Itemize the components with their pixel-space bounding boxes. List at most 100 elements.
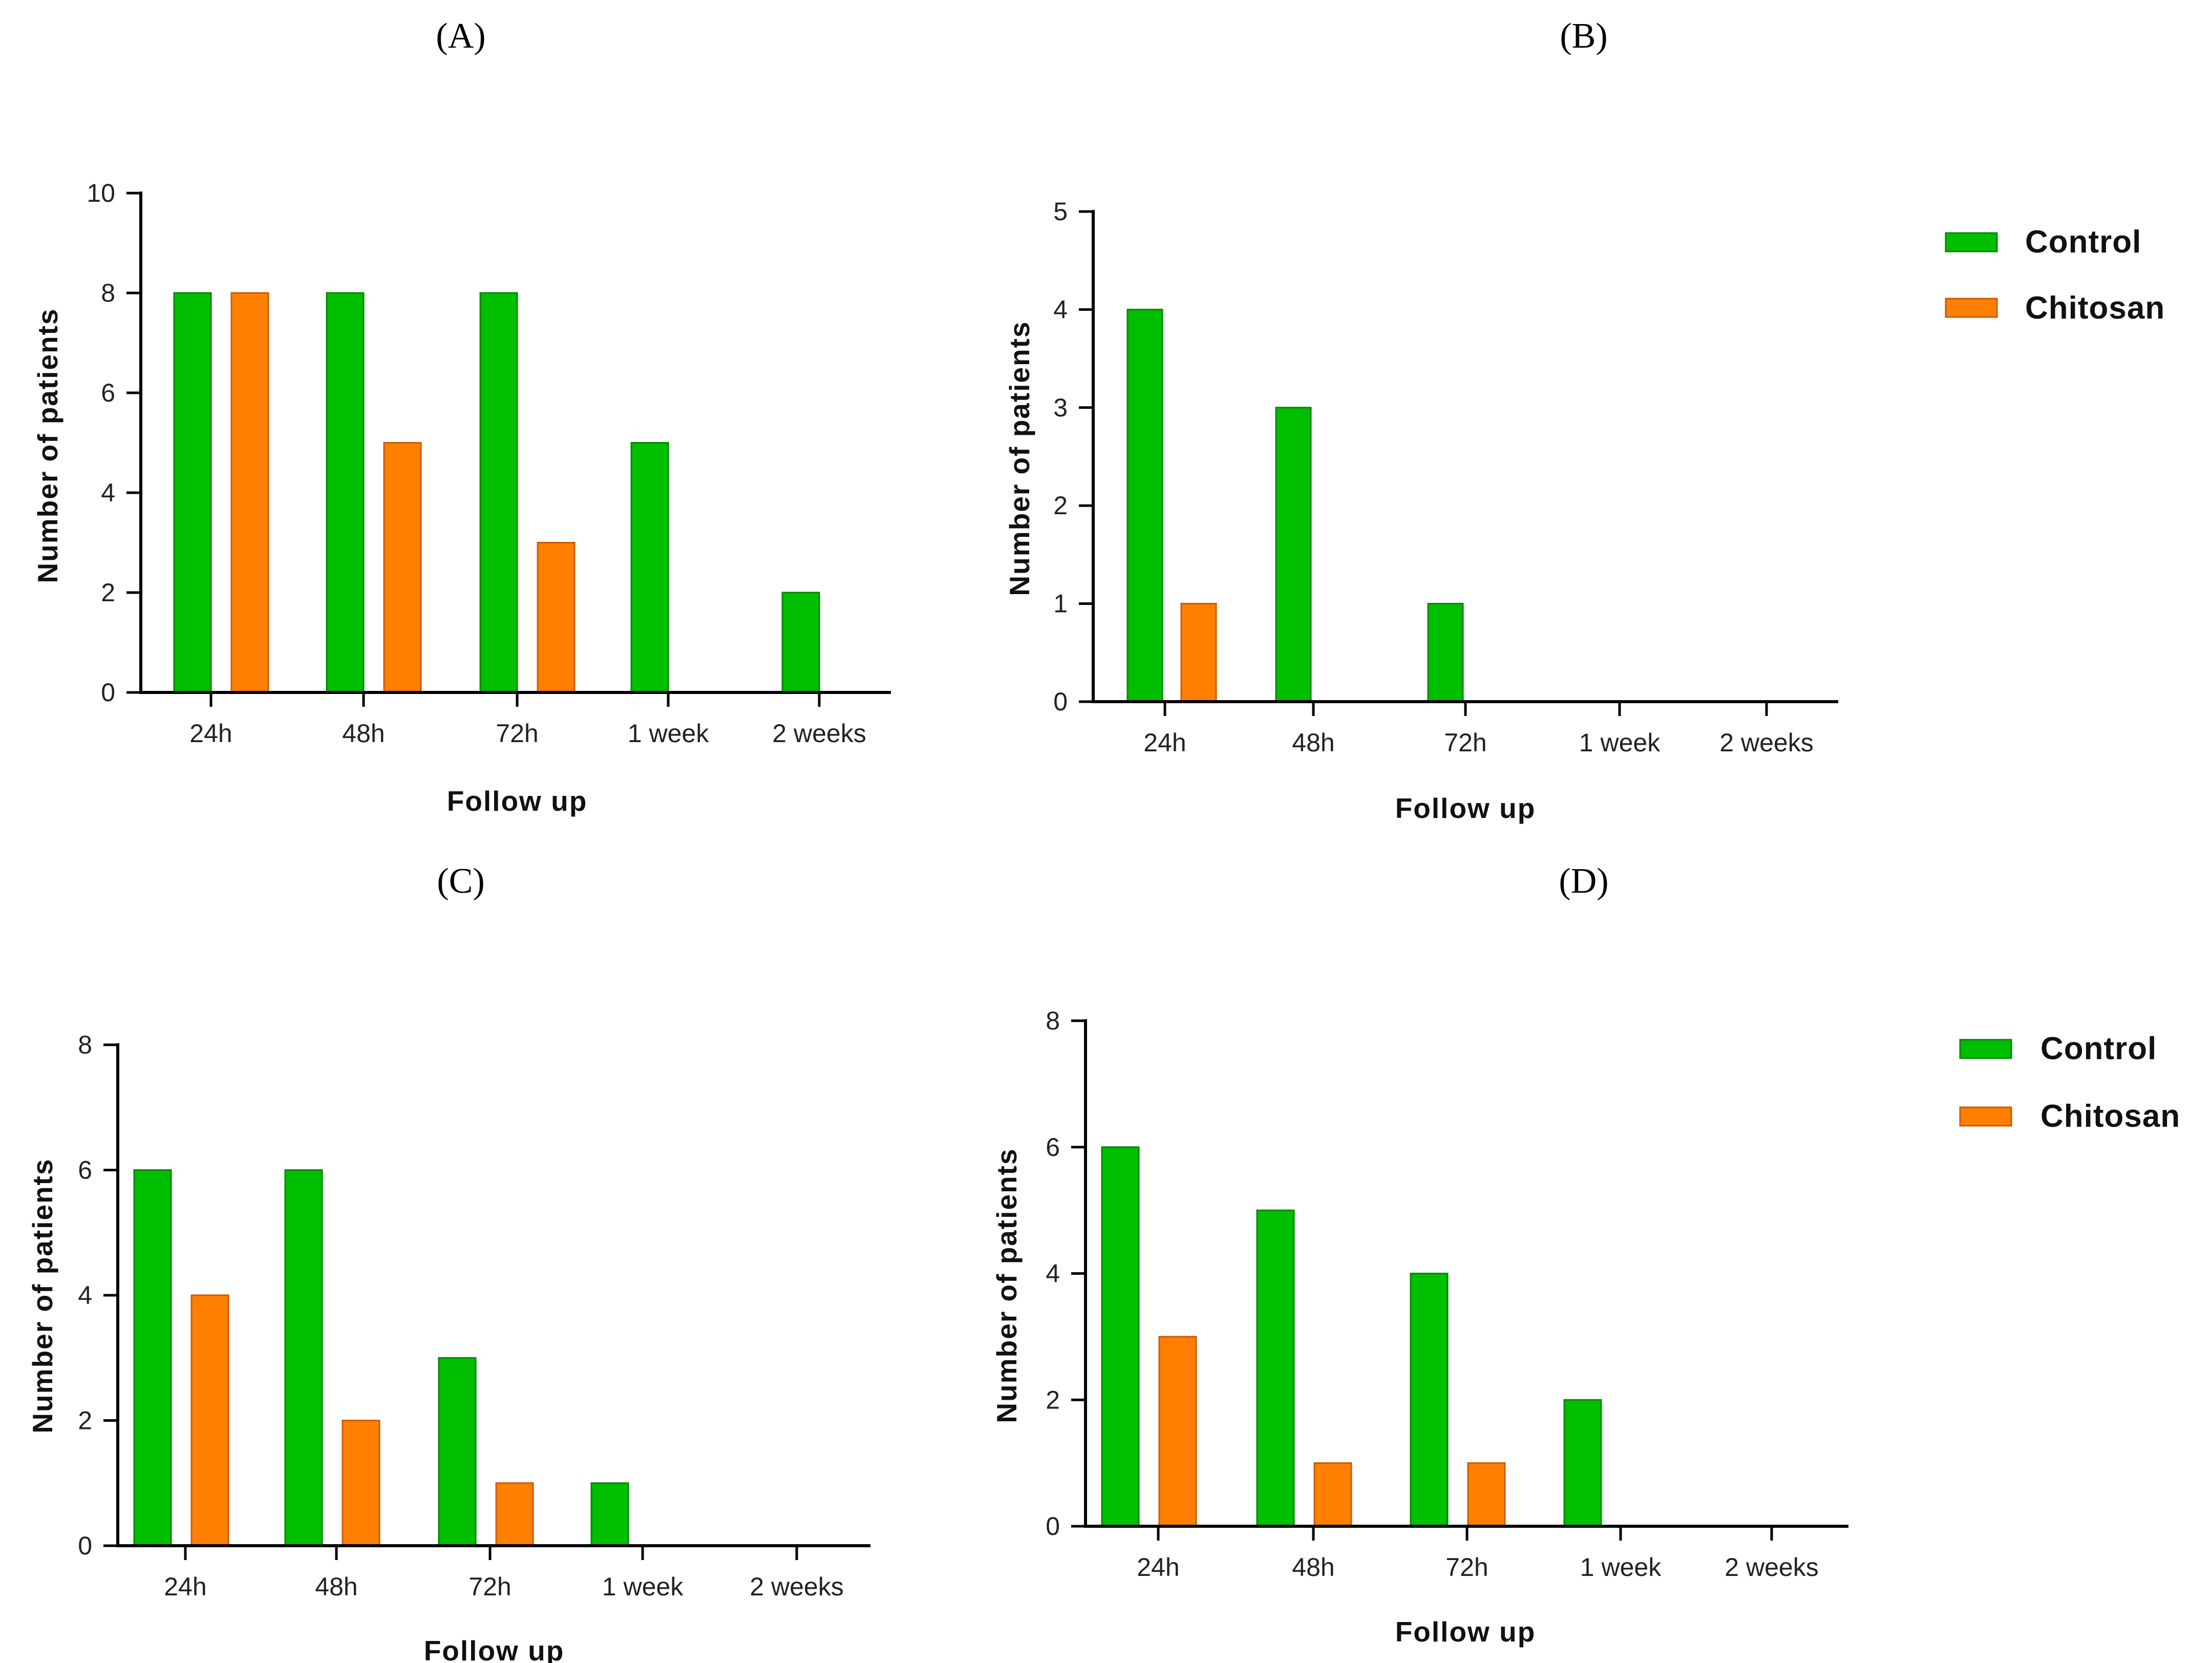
bar-chitosan-48h [342,1420,380,1547]
y-axis-title-d: Number of patients [991,1148,1023,1423]
y-tick-label: 8 [1046,1006,1060,1035]
legend-label-control: Control [2040,1031,2157,1066]
bar-chitosan-72h [537,542,576,693]
x-tick-label: 24h [1137,1553,1179,1582]
y-tick-label: 5 [1053,197,1068,226]
bar-control-24h [173,292,212,693]
bar-control-72h [1410,1273,1449,1527]
x-tick-label: 48h [342,719,385,748]
y-tick-label: 0 [1053,687,1068,716]
x-axis-title-b: Follow up [1395,792,1536,824]
bar-chitosan-24h [190,1294,229,1547]
bar-chitosan-48h [1313,1462,1352,1527]
x-axis-title-a: Follow up [447,785,588,817]
y-tick-label: 4 [1046,1259,1060,1288]
y-axis-title-c: Number of patients [27,1158,58,1433]
bar-chitosan-72h [495,1482,534,1547]
bar-control-72h [438,1357,477,1547]
x-tick-label: 2 weeks [1725,1553,1818,1582]
x-tick-label: 72h [469,1572,511,1601]
bar-control-24h [1126,308,1163,703]
y-axis-title-a: Number of patients [32,308,63,583]
bars-a [173,292,820,693]
x-tick-label: 1 week [1580,1553,1662,1582]
bar-chitosan-72h [1467,1462,1506,1527]
panel-c: (C) 0 2 4 6 8 24h 48h 72h 1 week 2 weeks Follow u… [27,861,870,1663]
y-tick-label: 4 [78,1281,92,1310]
panel-d: (D) 0 2 4 6 8 24h 48h 72h 1 week 2 weeks Follow u… [991,861,1848,1648]
y-tick-label: 8 [78,1030,92,1059]
x-axis-title-d: Follow up [1395,1616,1536,1648]
legend-swatch-chitosan [1945,298,1998,318]
x-tick-label: 2 weeks [1719,728,1813,757]
bar-control-48h [1275,407,1312,703]
x-tick-label: 24h [164,1572,206,1601]
x-tick-label: 24h [1143,728,1186,757]
y-tick-label: 2 [101,578,115,607]
ticks-b: 0 1 2 3 4 5 24h 48h 72h 1 week 2 weeks [1053,197,1838,757]
x-tick-label: 1 week [1579,728,1661,757]
y-tick-label: 8 [101,279,115,307]
bar-control-72h [1427,603,1464,703]
legend-label-chitosan: Chitosan [2025,290,2165,326]
ticks-a: 0 2 4 6 8 10 24h 48h 72h 1 week 2 weeks [87,179,891,748]
panel-a: (A) 0 2 4 6 8 10 24h 48h 72h 1 week 2 weeks Follow… [32,16,891,817]
x-tick-label: 24h [189,719,232,748]
x-axis-title-c: Follow up [424,1635,565,1663]
panel-label-a: (A) [436,16,485,56]
legend-label-chitosan: Chitosan [2040,1099,2180,1134]
bar-control-48h [1256,1209,1295,1527]
bars-d [1101,1146,1602,1527]
bar-control-2-weeks [781,592,820,693]
legend-swatch-chitosan [1959,1106,2012,1127]
y-tick-label: 6 [78,1156,92,1185]
panel-b: (B) 0 1 2 3 4 5 24h 48h 72h 1 week 2 weeks Follow … [1004,16,1838,824]
bars-c [133,1169,629,1547]
y-tick-label: 0 [78,1531,92,1560]
y-tick-label: 4 [1053,295,1068,324]
bar-control-48h [326,292,365,693]
x-tick-label: 2 weeks [772,719,866,748]
y-tick-label: 6 [101,378,115,407]
y-tick-label: 0 [101,678,115,707]
legend-bottom: Control Chitosan [1959,1031,2180,1134]
x-tick-label: 2 weeks [750,1572,843,1601]
x-tick-label: 48h [1292,1553,1334,1582]
bar-chitosan-48h [383,442,422,693]
ticks-c: 0 2 4 6 8 24h 48h 72h 1 week 2 weeks [78,1030,870,1601]
legend-swatch-control [1945,232,1998,252]
y-tick-label: 4 [101,478,115,507]
legend-label-control: Control [2025,224,2141,260]
y-tick-label: 3 [1053,393,1068,422]
bar-control-1-week [590,1482,629,1547]
y-axis-title-b: Number of patients [1004,321,1035,596]
x-tick-label: 48h [1292,728,1334,757]
ticks-d: 0 2 4 6 8 24h 48h 72h 1 week 2 weeks [1046,1006,1848,1582]
bar-chitosan-24h [1158,1336,1197,1527]
y-tick-label: 2 [1053,491,1068,520]
x-tick-label: 72h [1445,1553,1488,1582]
x-tick-label: 48h [315,1572,357,1601]
legend-top: Control Chitosan [1945,224,2165,326]
bar-chitosan-24h [230,292,269,693]
panel-label-d: (D) [1559,861,1608,901]
bar-control-48h [284,1169,323,1547]
x-tick-label: 1 week [628,719,709,748]
panel-label-b: (B) [1560,16,1607,56]
bar-control-1-week [1563,1399,1602,1527]
bar-control-1-week [630,442,669,693]
y-tick-label: 10 [87,179,115,207]
x-tick-label: 72h [496,719,538,748]
panel-label-c: (C) [437,861,484,901]
y-tick-label: 2 [78,1406,92,1435]
bar-control-72h [479,292,518,693]
y-tick-label: 0 [1046,1512,1060,1541]
bars-b [1126,308,1464,703]
y-tick-label: 1 [1053,590,1068,618]
y-tick-label: 6 [1046,1133,1060,1162]
bar-control-24h [1101,1146,1140,1527]
y-tick-label: 2 [1046,1385,1060,1414]
x-tick-label: 72h [1444,728,1486,757]
bar-chitosan-24h [1180,603,1217,703]
